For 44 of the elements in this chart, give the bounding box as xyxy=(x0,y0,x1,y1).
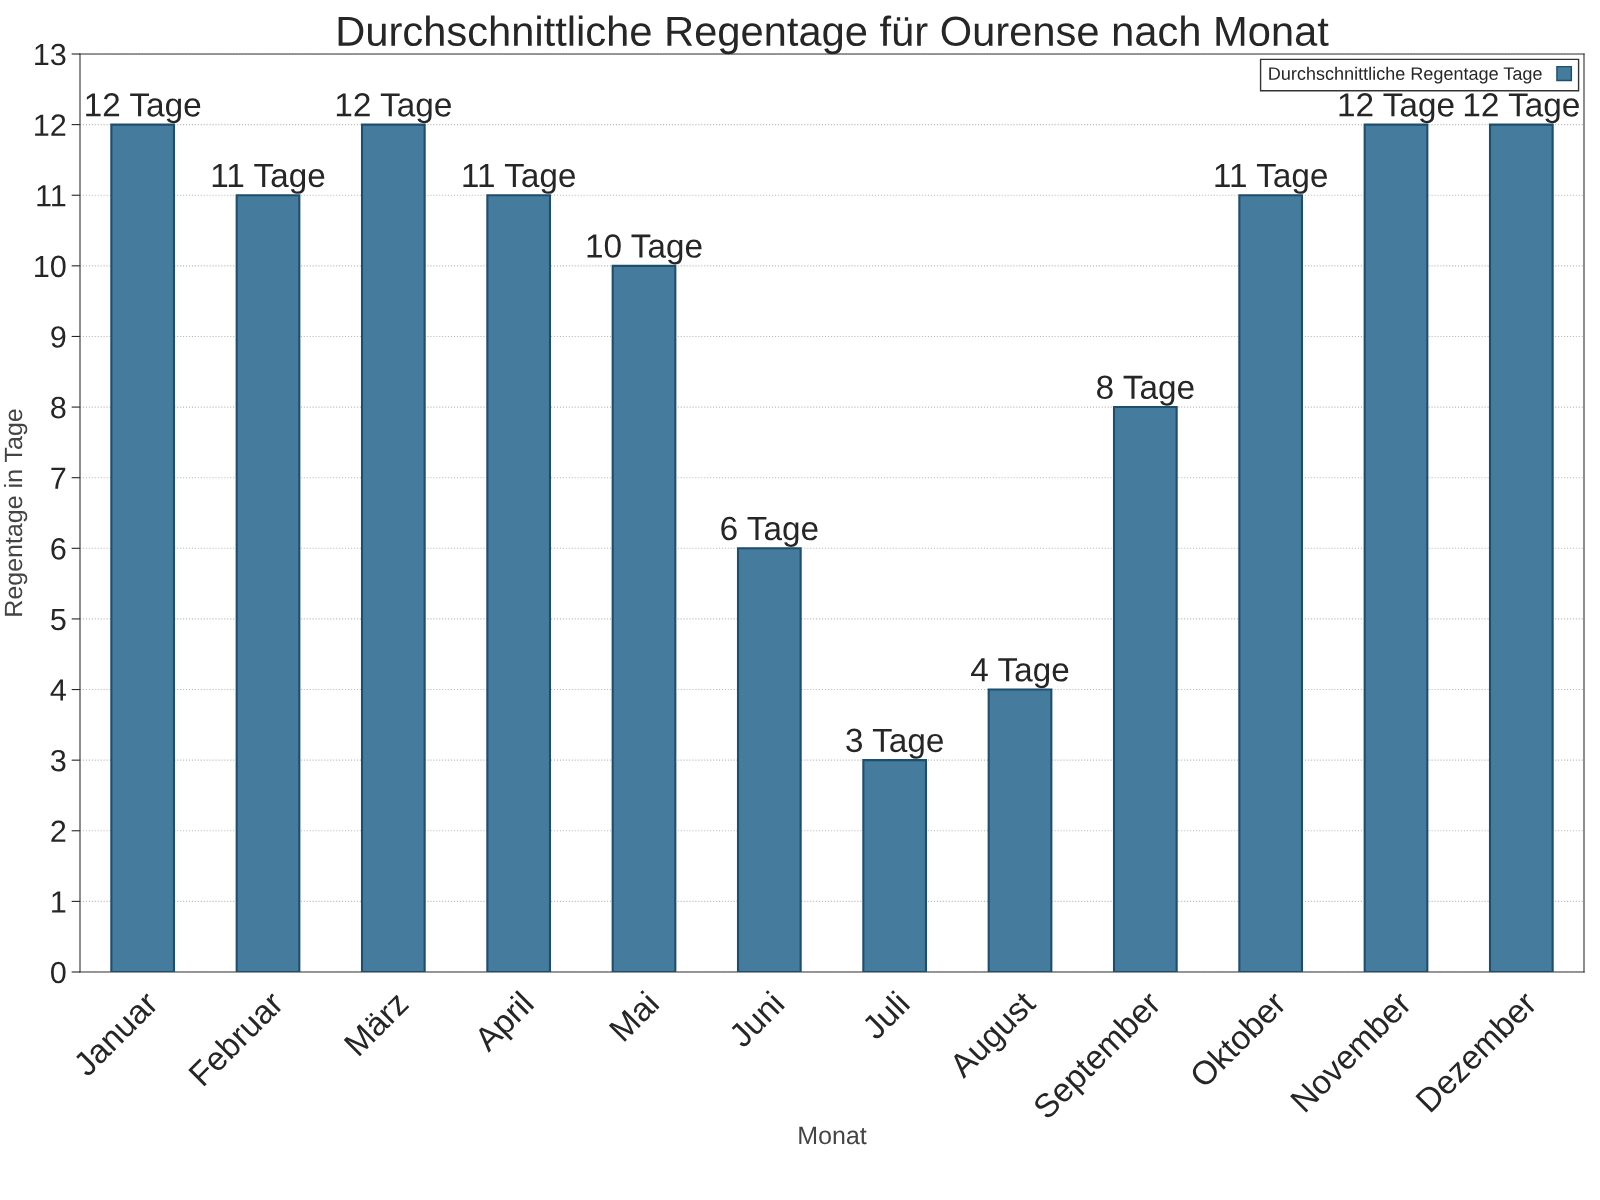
x-tick-label: Juli xyxy=(859,990,911,1041)
y-tick-label: 10 xyxy=(35,255,66,278)
data-label: 11 Tage xyxy=(1215,163,1327,194)
data-label: 11 Tage xyxy=(463,163,575,194)
y-tick-label: 12 xyxy=(35,114,66,136)
data-label: 10 Tage xyxy=(587,234,702,265)
y-tick-label: 0 xyxy=(51,961,66,984)
legend-label: Durchschnittliche Regentage Tage xyxy=(1269,66,1542,84)
y-axis-title: Regentage in Tage xyxy=(3,409,28,616)
data-label: 12 Tage xyxy=(1464,93,1579,124)
x-tick-label: Mai xyxy=(607,990,660,1043)
bar xyxy=(360,123,426,972)
y-tick-label: 13 xyxy=(35,43,66,66)
bar xyxy=(987,688,1053,972)
bar xyxy=(1363,123,1429,972)
bar xyxy=(486,194,552,972)
y-tick-label: 2 xyxy=(51,820,66,842)
bar xyxy=(110,123,176,972)
data-label: 12 Tage xyxy=(1339,93,1454,124)
y-tick-label: 7 xyxy=(51,467,66,489)
y-tick-label: 8 xyxy=(51,396,66,419)
bar xyxy=(611,264,677,972)
y-tick-label: 9 xyxy=(51,326,66,348)
data-label: 4 Tage xyxy=(971,658,1069,689)
chart-title: Durchschnittliche Regentage für Ourense nach Monat xyxy=(338,15,1329,55)
data-label: 12 Tage xyxy=(336,93,451,124)
bar xyxy=(862,759,928,972)
data-label: 12 Tage xyxy=(86,93,201,124)
bar xyxy=(1112,406,1178,972)
data-label: 8 Tage xyxy=(1097,375,1194,406)
x-axis-title: Monat xyxy=(799,1126,867,1145)
bar xyxy=(1488,123,1554,972)
bar xyxy=(1238,194,1304,972)
y-tick-label: 1 xyxy=(52,891,66,913)
y-tick-label: 5 xyxy=(51,608,66,631)
y-tick-label: 3 xyxy=(50,749,66,772)
bar xyxy=(736,547,802,972)
data-label: 3 Tage xyxy=(846,728,943,759)
y-tick-label: 6 xyxy=(51,538,66,560)
y-tick-label: 4 xyxy=(50,679,66,701)
y-tick-label: 11 xyxy=(37,185,66,207)
data-label: 11 Tage xyxy=(212,163,325,194)
data-label: 6 Tage xyxy=(721,516,818,547)
bar xyxy=(235,194,301,972)
